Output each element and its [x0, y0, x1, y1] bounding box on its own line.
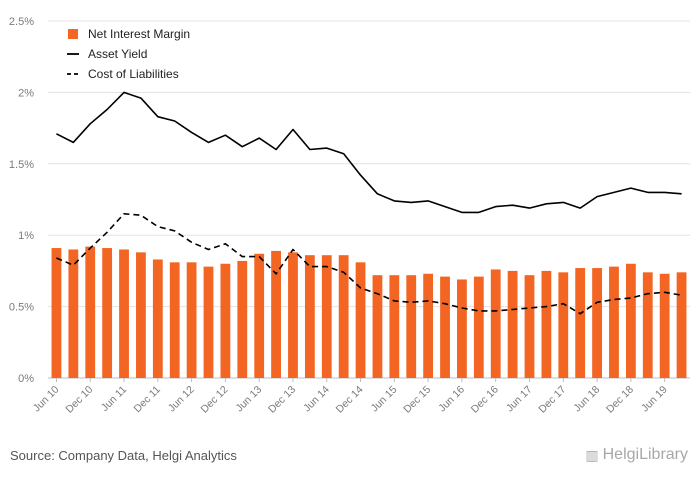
- x-tick-label: Jun 12: [166, 384, 197, 415]
- x-tick-label: Jun 13: [234, 384, 265, 415]
- nim-bar: [136, 252, 146, 378]
- x-tick-label: Dec 14: [334, 384, 366, 416]
- nim-bar: [355, 262, 366, 378]
- cost-of-liabilities-line: [56, 213, 682, 315]
- brand-name: HelgiLibrary: [602, 446, 688, 463]
- nim-bar: [457, 279, 467, 378]
- nim-bar: [85, 246, 96, 378]
- x-tick-label: Jun 19: [639, 384, 670, 415]
- x-axis: Jun 10 Dec 10 Jun 11 Dec 11 Jun 12 Dec 12 Jun …: [31, 378, 670, 416]
- nim-bar: [338, 255, 349, 378]
- nim-bar: [592, 268, 602, 378]
- y-axis: 0% 0.5% 1% 1.5% 2% 2.5%: [9, 16, 34, 385]
- nim-bar: [389, 275, 400, 378]
- x-tick-label: Dec 11: [131, 384, 163, 416]
- chart: 0%0.5%1%1.5%2%2.5% Jun 10 Dec 10 Jun 11 Dec…: [9, 16, 690, 416]
- nim-bar: [220, 263, 231, 378]
- nim-bar: [507, 270, 518, 378]
- x-tick-label: Dec 17: [536, 384, 568, 416]
- x-tick-label: Jun 14: [301, 384, 332, 415]
- x-tick-label: Dec 18: [604, 384, 636, 416]
- nim-bar: [203, 266, 214, 378]
- legend-label: Cost of Liabilities: [88, 67, 179, 81]
- nim-bar: [271, 250, 281, 378]
- asset-yield-line: [56, 91, 682, 214]
- nim-bar: [288, 252, 298, 378]
- nim-bar: [102, 248, 113, 378]
- nim-bar: [51, 248, 62, 378]
- nim-bar: [186, 262, 197, 378]
- legend-swatch-bar: [68, 29, 78, 39]
- x-tick-label: Jun 18: [571, 384, 602, 415]
- nim-bar: [68, 249, 79, 378]
- lines: [56, 91, 682, 315]
- x-tick-label: Dec 13: [266, 384, 298, 416]
- library-icon: ▥: [585, 446, 599, 463]
- nim-bar: [440, 276, 450, 378]
- nim-bar: [304, 255, 315, 378]
- y-tick-label: 0%: [18, 373, 34, 385]
- nim-bar: [609, 266, 619, 378]
- nim-bar: [321, 255, 332, 378]
- y-tick-label: 2.5%: [9, 16, 34, 28]
- nim-bar: [152, 259, 163, 378]
- x-tick-label: Jun 10: [31, 384, 62, 415]
- nim-bar: [372, 275, 383, 378]
- y-tick-label: 2%: [18, 87, 34, 99]
- x-tick-label: Dec 16: [469, 384, 501, 416]
- x-tick-label: Dec 10: [63, 384, 95, 416]
- x-tick-label: Jun 11: [99, 384, 129, 414]
- brand-logo: ▥ HelgiLibrary: [585, 446, 688, 464]
- legend-label: Asset Yield: [88, 47, 147, 61]
- nim-bar: [406, 275, 417, 378]
- nim-bar: [541, 270, 552, 378]
- legend-label: Net Interest Margin: [88, 27, 190, 41]
- nim-bar: [119, 249, 129, 378]
- nim-bar: [676, 272, 687, 378]
- x-tick-label: Jun 17: [504, 384, 535, 415]
- x-tick-label: Dec 15: [401, 384, 433, 416]
- nim-bar: [558, 272, 569, 378]
- source-note: Source: Company Data, Helgi Analytics: [10, 448, 237, 463]
- nim-bar: [524, 275, 535, 378]
- x-tick-label: Jun 16: [436, 384, 467, 415]
- nim-bar: [659, 273, 670, 378]
- nim-bars: [51, 246, 687, 378]
- y-tick-label: 1%: [18, 230, 34, 242]
- legend: Net Interest Margin Asset Yield Cost of Li…: [67, 27, 190, 81]
- nim-bar: [473, 276, 484, 378]
- nim-bar: [237, 260, 248, 378]
- y-tick-label: 1.5%: [9, 159, 34, 171]
- x-tick-label: Jun 15: [369, 384, 400, 415]
- nim-bar: [423, 273, 434, 378]
- y-tick-label: 0.5%: [9, 302, 34, 314]
- nim-bar: [625, 263, 636, 378]
- nim-bar: [490, 269, 501, 378]
- nim-bar: [254, 253, 265, 378]
- nim-bar: [642, 272, 653, 378]
- nim-bar: [575, 268, 586, 378]
- x-tick-label: Dec 12: [198, 384, 230, 416]
- nim-bar: [169, 262, 180, 378]
